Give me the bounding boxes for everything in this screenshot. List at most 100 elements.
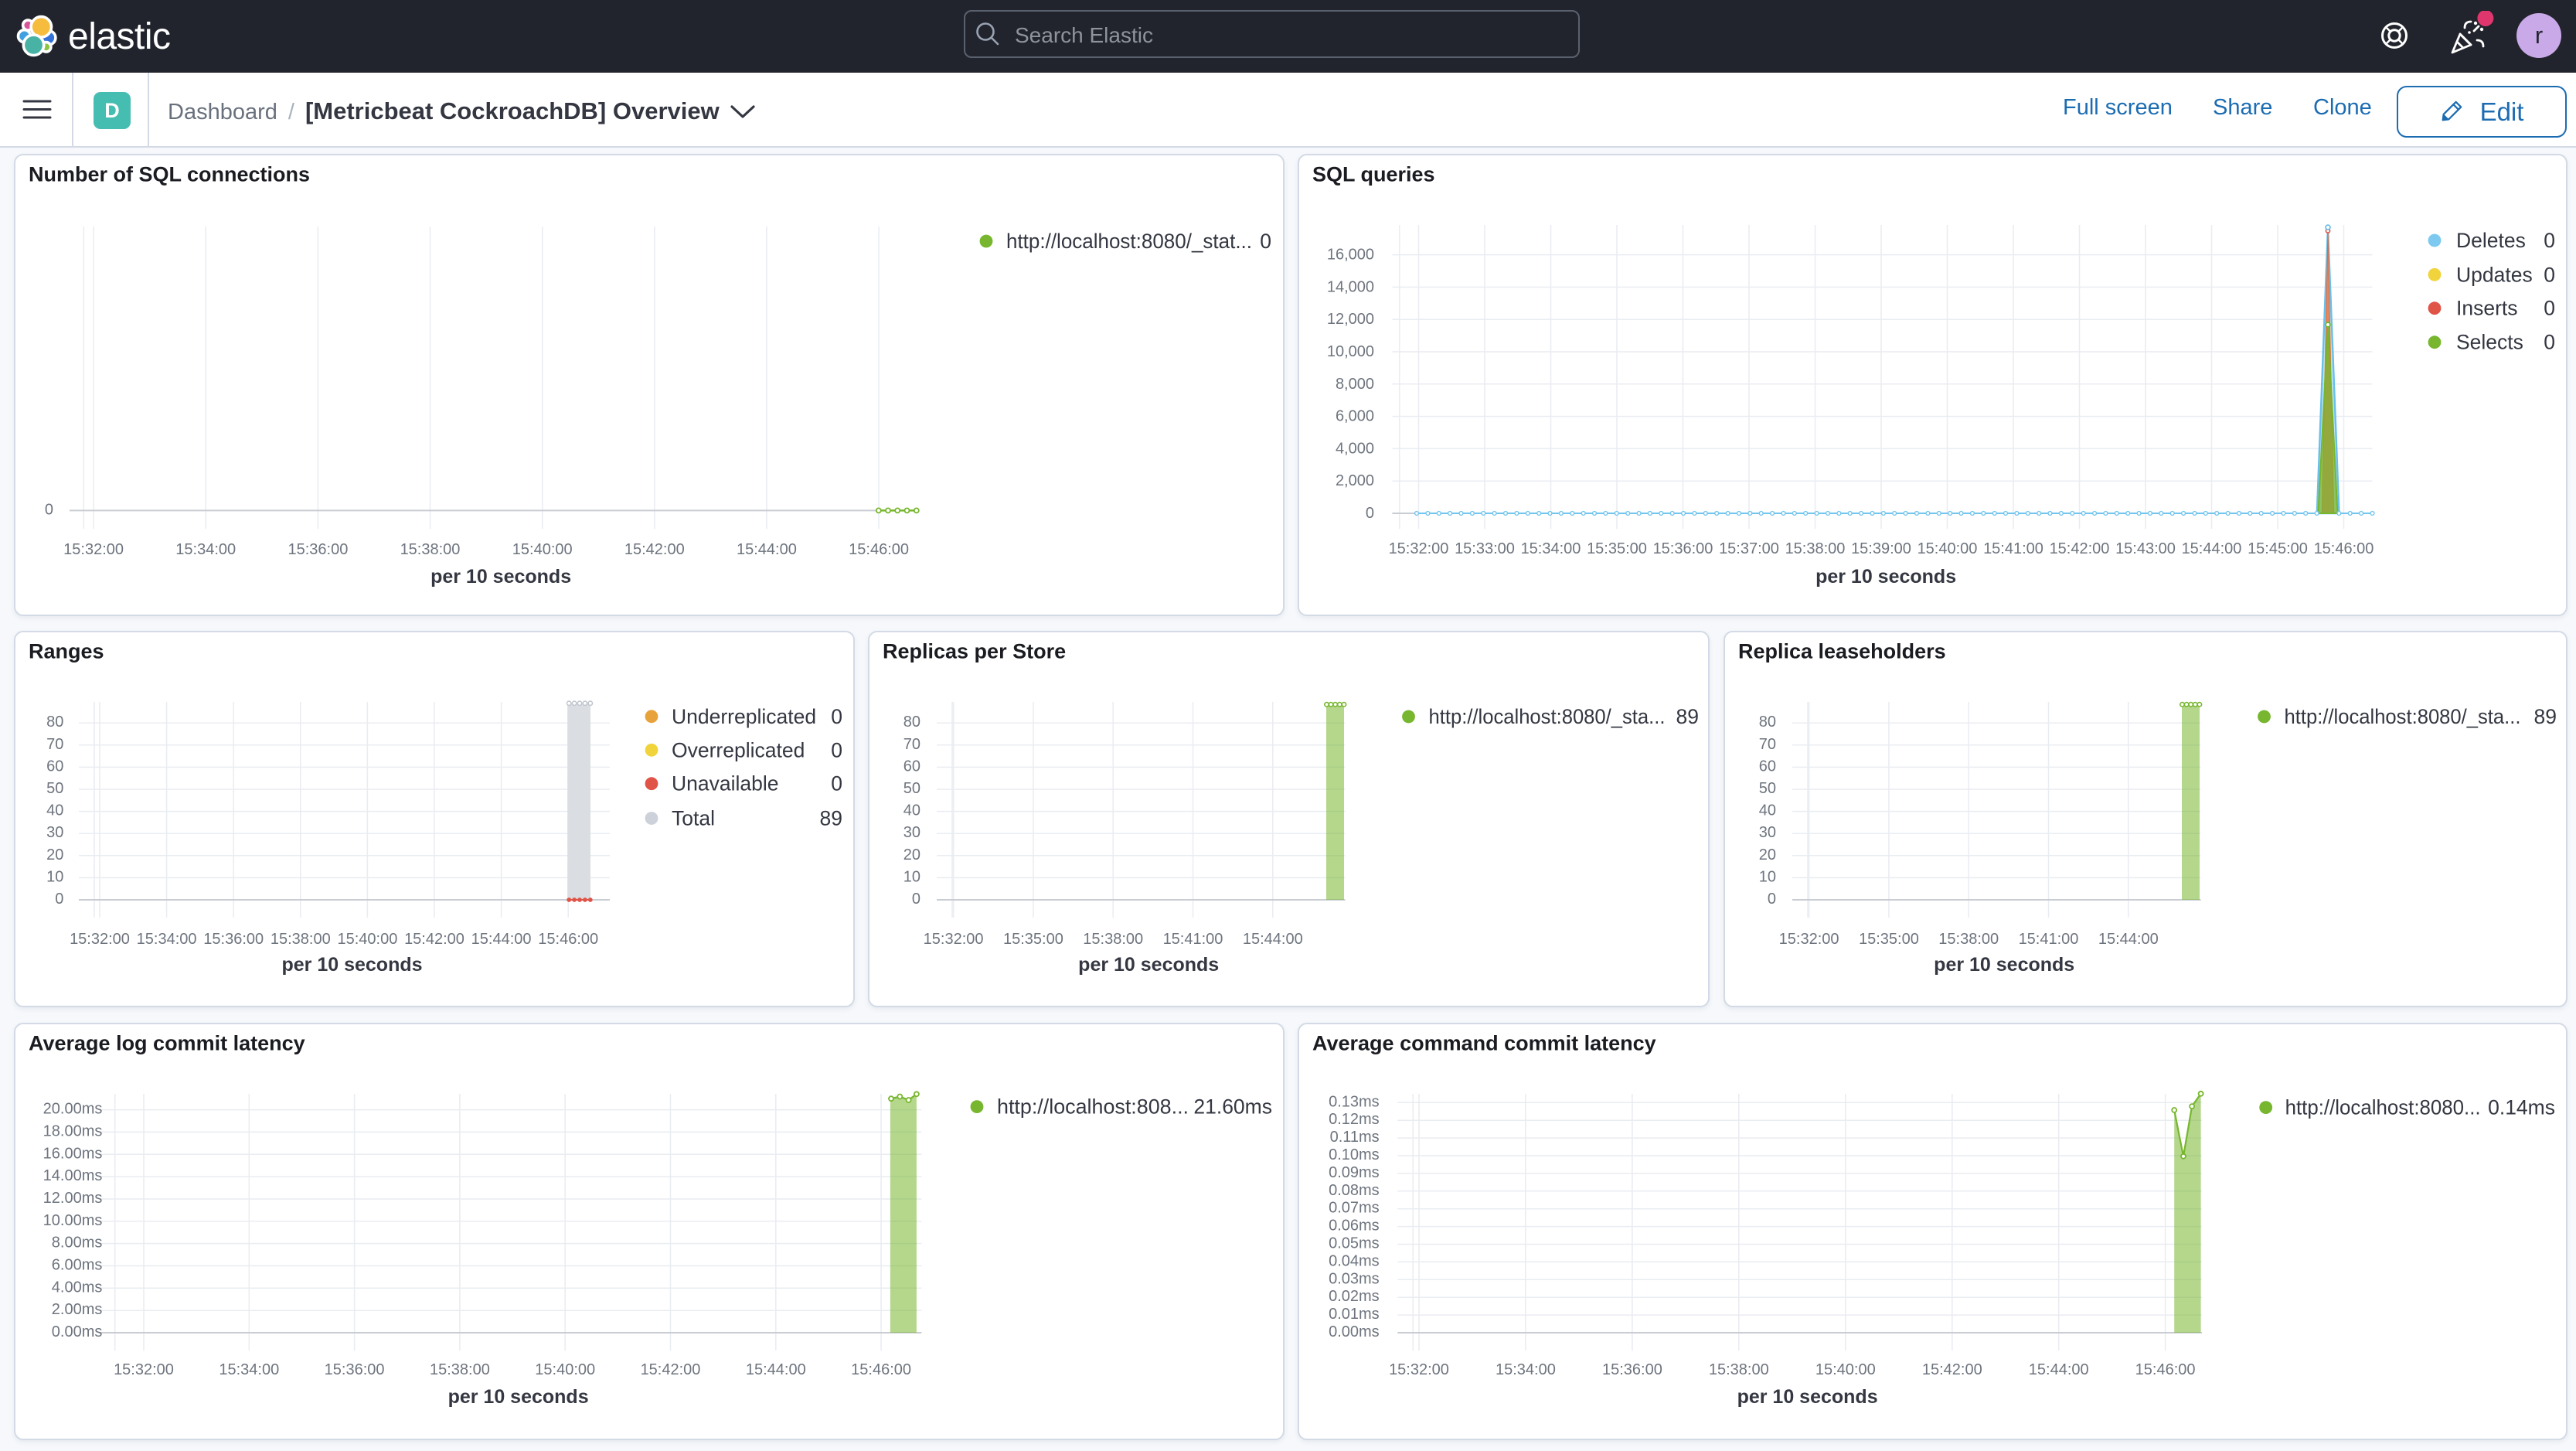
svg-text:15:41:00: 15:41:00	[1983, 540, 2043, 557]
svg-text:15:32:00: 15:32:00	[114, 1361, 174, 1378]
svg-text:per 10 seconds: per 10 seconds	[1934, 954, 2074, 976]
svg-text:0.00ms: 0.00ms	[52, 1323, 103, 1340]
svg-text:15:41:00: 15:41:00	[1163, 931, 1223, 948]
svg-text:50: 50	[46, 780, 63, 797]
svg-text:2.00ms: 2.00ms	[52, 1301, 103, 1318]
svg-text:15:42:00: 15:42:00	[2050, 540, 2110, 557]
svg-text:6.00ms: 6.00ms	[52, 1257, 103, 1274]
svg-text:10: 10	[46, 868, 63, 885]
svg-text:15:32:00: 15:32:00	[1389, 540, 1449, 557]
svg-text:14,000: 14,000	[1327, 278, 1374, 295]
svg-text:0: 0	[2544, 331, 2555, 354]
svg-text:15:34:00: 15:34:00	[219, 1361, 279, 1378]
svg-text:15:43:00: 15:43:00	[2115, 540, 2176, 557]
svg-text:15:38:00: 15:38:00	[400, 541, 461, 558]
svg-text:20: 20	[46, 846, 63, 863]
svg-text:Replica leaseholders: Replica leaseholders	[1738, 640, 1946, 663]
svg-text:15:32:00: 15:32:00	[1779, 931, 1839, 948]
svg-text:15:42:00: 15:42:00	[641, 1361, 701, 1378]
svg-text:15:44:00: 15:44:00	[2098, 931, 2159, 948]
svg-text:15:40:00: 15:40:00	[1815, 1361, 1876, 1378]
svg-text:15:39:00: 15:39:00	[1851, 540, 1911, 557]
svg-text:per 10 seconds: per 10 seconds	[1815, 566, 1956, 588]
svg-text:0.11ms: 0.11ms	[1330, 1129, 1380, 1146]
svg-text:0.10ms: 0.10ms	[1329, 1146, 1380, 1163]
svg-text:0: 0	[1768, 891, 1776, 908]
svg-text:15:34:00: 15:34:00	[1521, 540, 1581, 557]
svg-text:Underreplicated: Underreplicated	[672, 705, 816, 728]
svg-text:15:44:00: 15:44:00	[1243, 931, 1303, 948]
svg-text:15:38:00: 15:38:00	[1785, 540, 1846, 557]
svg-text:15:46:00: 15:46:00	[2314, 540, 2374, 557]
svg-text:40: 40	[1759, 802, 1776, 819]
svg-text:http://localhost:8080...: http://localhost:8080...	[2285, 1096, 2481, 1119]
svg-text:20.00ms: 20.00ms	[43, 1101, 103, 1118]
svg-text:0: 0	[912, 891, 920, 908]
svg-text:15:42:00: 15:42:00	[1922, 1361, 1982, 1378]
svg-text:15:40:00: 15:40:00	[512, 541, 573, 558]
svg-text:15:46:00: 15:46:00	[849, 541, 909, 558]
svg-text:15:32:00: 15:32:00	[1389, 1361, 1449, 1378]
svg-text:70: 70	[1759, 736, 1776, 753]
svg-text:Number of SQL connections: Number of SQL connections	[29, 163, 310, 186]
svg-text:http://localhost:8080/_sta...: http://localhost:8080/_sta...	[2285, 705, 2521, 728]
svg-text:15:46:00: 15:46:00	[538, 931, 598, 948]
svg-text:0: 0	[1260, 230, 1271, 253]
svg-text:15:46:00: 15:46:00	[2135, 1361, 2196, 1378]
svg-text:15:32:00: 15:32:00	[70, 931, 130, 948]
svg-text:Average log commit latency: Average log commit latency	[29, 1032, 305, 1055]
svg-text:15:32:00: 15:32:00	[924, 931, 984, 948]
svg-text:0.08ms: 0.08ms	[1329, 1182, 1380, 1199]
svg-text:21.60ms: 21.60ms	[1193, 1095, 1272, 1119]
svg-text:0: 0	[1366, 505, 1374, 522]
svg-text:0: 0	[45, 501, 53, 518]
svg-text:8,000: 8,000	[1336, 376, 1374, 393]
svg-text:0: 0	[831, 772, 842, 795]
svg-text:15:33:00: 15:33:00	[1455, 540, 1515, 557]
svg-text:15:36:00: 15:36:00	[325, 1361, 385, 1378]
svg-text:14.00ms: 14.00ms	[43, 1167, 103, 1184]
svg-text:per 10 seconds: per 10 seconds	[430, 566, 571, 588]
svg-text:per 10 seconds: per 10 seconds	[281, 954, 422, 976]
svg-text:20: 20	[903, 846, 920, 863]
svg-text:40: 40	[903, 802, 920, 819]
svg-text:SQL queries: SQL queries	[1312, 163, 1435, 186]
svg-text:0.04ms: 0.04ms	[1329, 1252, 1380, 1269]
svg-text:Deletes: Deletes	[2456, 229, 2526, 252]
svg-text:15:42:00: 15:42:00	[624, 541, 685, 558]
svg-text:10.00ms: 10.00ms	[43, 1212, 103, 1229]
svg-text:16.00ms: 16.00ms	[43, 1145, 103, 1162]
svg-text:18.00ms: 18.00ms	[43, 1122, 103, 1139]
svg-text:15:40:00: 15:40:00	[535, 1361, 595, 1378]
svg-text:15:38:00: 15:38:00	[271, 931, 331, 948]
svg-text:8.00ms: 8.00ms	[52, 1235, 103, 1252]
svg-text:60: 60	[46, 758, 63, 775]
svg-text:0.09ms: 0.09ms	[1329, 1164, 1380, 1181]
svg-text:0.05ms: 0.05ms	[1329, 1235, 1380, 1252]
svg-text:15:40:00: 15:40:00	[337, 931, 397, 948]
svg-text:15:36:00: 15:36:00	[203, 931, 264, 948]
svg-text:12,000: 12,000	[1327, 311, 1374, 328]
svg-text:15:38:00: 15:38:00	[1083, 931, 1143, 948]
svg-text:15:36:00: 15:36:00	[1653, 540, 1713, 557]
svg-text:2,000: 2,000	[1336, 472, 1374, 489]
svg-text:30: 30	[46, 824, 63, 841]
svg-text:15:45:00: 15:45:00	[2248, 540, 2308, 557]
svg-text:Replicas per Store: Replicas per Store	[883, 640, 1066, 663]
svg-text:0.06ms: 0.06ms	[1329, 1218, 1380, 1235]
svg-text:15:36:00: 15:36:00	[1602, 1361, 1662, 1378]
svg-text:Inserts: Inserts	[2456, 297, 2518, 320]
svg-text:80: 80	[46, 714, 63, 731]
svg-text:Unavailable: Unavailable	[672, 772, 778, 795]
svg-text:0: 0	[2544, 297, 2555, 320]
svg-text:0.12ms: 0.12ms	[1329, 1111, 1380, 1128]
svg-text:15:38:00: 15:38:00	[1938, 931, 1999, 948]
svg-text:4.00ms: 4.00ms	[52, 1279, 103, 1296]
svg-text:15:37:00: 15:37:00	[1719, 540, 1779, 557]
svg-text:15:44:00: 15:44:00	[737, 541, 797, 558]
svg-text:15:46:00: 15:46:00	[851, 1361, 911, 1378]
svg-text:4,000: 4,000	[1336, 440, 1374, 457]
svg-text:50: 50	[1759, 780, 1776, 797]
svg-text:89: 89	[1676, 705, 1699, 728]
svg-text:6,000: 6,000	[1336, 408, 1374, 425]
